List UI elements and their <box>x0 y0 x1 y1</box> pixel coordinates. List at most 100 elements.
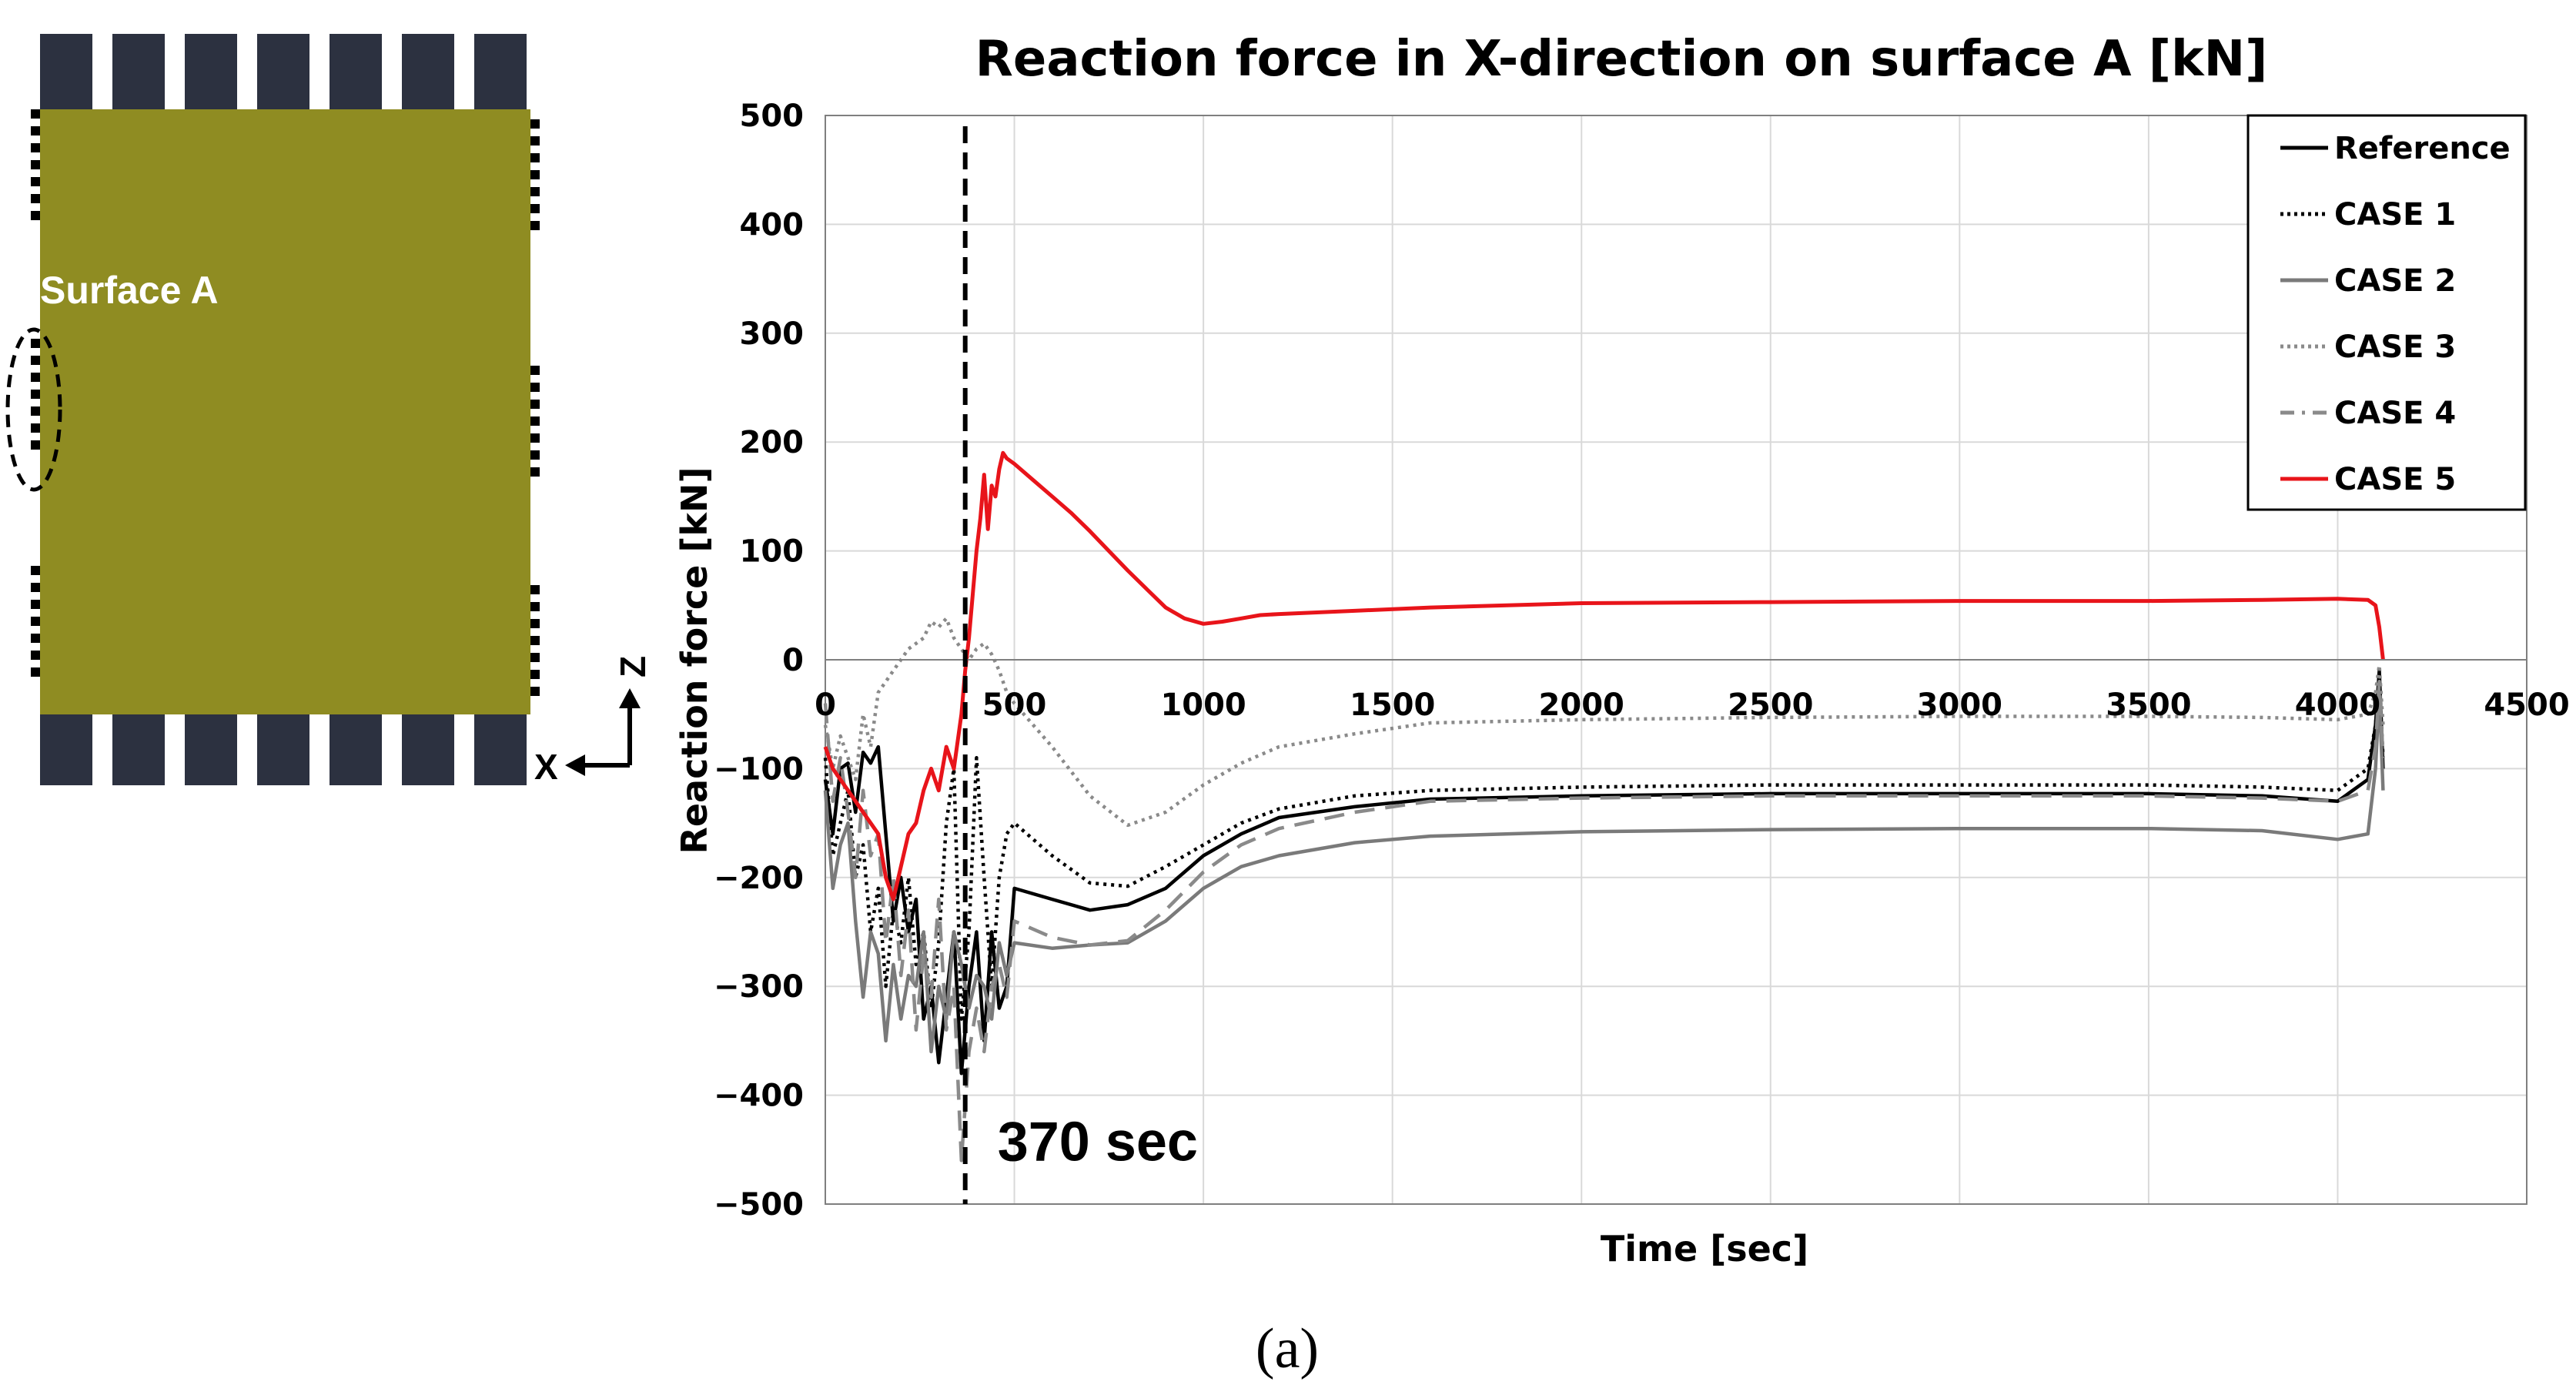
panel-stripe <box>463 109 468 714</box>
boundary-mark <box>530 670 540 679</box>
panel-stripe <box>525 109 530 714</box>
boundary-mark <box>530 221 540 230</box>
boundary-mark <box>31 356 40 365</box>
panel-stripe <box>502 109 507 714</box>
marker-annotation: 370 sec <box>998 1111 1198 1173</box>
y-tick-label: 0 <box>782 643 804 678</box>
boundary-mark <box>530 400 540 409</box>
y-tick-label: 100 <box>740 534 805 570</box>
cylinder-top <box>474 34 527 119</box>
reaction-force-chart: Reaction force in X-direction on surface… <box>674 31 2570 1270</box>
structure-diagram: Surface A Z X <box>5 34 653 787</box>
panel-stripe <box>202 109 206 714</box>
panel-stripe <box>86 109 91 714</box>
surface-a-ellipse <box>5 327 62 492</box>
panel-stripe <box>394 109 399 714</box>
panel-stripe <box>479 109 483 714</box>
y-tick-label: −300 <box>714 969 804 1005</box>
panel-stripe <box>448 109 453 714</box>
panel-stripe <box>209 109 214 714</box>
boundary-marks-right <box>530 119 540 696</box>
series-line-case-2 <box>823 691 2385 1054</box>
boundary-mark <box>31 600 40 609</box>
cylinder-top <box>112 34 165 119</box>
boundary-mark <box>31 390 40 399</box>
boundary-mark <box>31 194 40 203</box>
panel-stripe <box>156 109 160 714</box>
cylinder-bottom <box>257 708 309 785</box>
panel-stripe <box>79 109 83 714</box>
panel-stripe <box>179 109 183 714</box>
legend-label: CASE 1 <box>2334 197 2456 232</box>
panel-stripe <box>94 109 99 714</box>
boundary-mark <box>530 619 540 628</box>
series-line-case-4 <box>823 680 2385 1162</box>
series-layer <box>823 450 2385 1162</box>
panel-stripe <box>109 109 114 714</box>
boundary-mark <box>31 406 40 416</box>
boundary-mark <box>530 136 540 146</box>
boundary-mark <box>530 416 540 426</box>
boundary-mark <box>530 636 540 645</box>
legend-label: CASE 4 <box>2334 396 2456 431</box>
boundary-mark <box>31 177 40 186</box>
panel-stripe <box>117 109 122 714</box>
boundary-mark <box>530 204 540 213</box>
legend-label: CASE 2 <box>2334 263 2456 299</box>
x-arrow-icon <box>565 754 585 776</box>
x-tick-label: 1000 <box>1160 687 1246 723</box>
panel-stripe <box>340 109 345 714</box>
y-tick-label: −500 <box>714 1187 804 1223</box>
cylinder-bottom <box>112 708 165 785</box>
panel-stripe <box>125 109 129 714</box>
y-tick-label: −400 <box>714 1079 804 1114</box>
panel-stripes <box>40 109 530 714</box>
cylinder-bottom <box>40 708 92 785</box>
panel-stripe <box>402 109 406 714</box>
panel-stripe <box>471 109 476 714</box>
panel-stripe <box>240 109 245 714</box>
cylinder-top <box>185 34 237 119</box>
boundary-mark <box>31 211 40 220</box>
series-line-reference <box>823 668 2385 1076</box>
cylinder-top <box>257 34 309 119</box>
panel-stripe <box>386 109 391 714</box>
cylinder-top <box>330 34 382 119</box>
panel-stripe <box>194 109 199 714</box>
figure-caption: (a) <box>1256 1317 1319 1380</box>
panel-stripe <box>233 109 237 714</box>
boundary-mark <box>530 383 540 392</box>
panel-stripe <box>433 109 437 714</box>
panel-stripe <box>263 109 268 714</box>
bottom-cylinders <box>40 708 527 785</box>
panel-stripe <box>225 109 229 714</box>
y-axis-label: Reaction force [kN] <box>674 467 715 855</box>
boundary-mark <box>530 450 540 460</box>
panel-stripe <box>417 109 422 714</box>
panel-stripe <box>217 109 222 714</box>
boundary-mark <box>31 617 40 626</box>
cylinder-bottom <box>330 708 382 785</box>
axis-z-label: Z <box>613 656 653 677</box>
boundary-mark <box>31 126 40 135</box>
boundary-mark <box>530 433 540 443</box>
y-tick-labels: 500 400 300 200 100 0 −100 −200 −300 −400 −500 <box>714 99 804 1223</box>
panel-stripe <box>487 109 491 714</box>
y-tick-label: 300 <box>740 316 805 352</box>
panel-stripe <box>302 109 306 714</box>
x-tick-label: 1500 <box>1350 687 1435 723</box>
series-line-case-3 <box>823 617 2385 828</box>
panel-stripe <box>379 109 383 714</box>
x-tick-labels: 0 500 1000 1500 2000 2500 3000 3500 4000 4500 <box>815 687 2570 723</box>
boundary-mark <box>31 667 40 677</box>
boundary-mark <box>530 585 540 594</box>
boundary-mark <box>530 653 540 662</box>
panel-stripe <box>186 109 191 714</box>
panel-stripe <box>517 109 522 714</box>
x-tick-label: 2000 <box>1539 687 1624 723</box>
cylinder-bottom <box>402 708 454 785</box>
boundary-mark <box>31 373 40 382</box>
panel-stripe <box>294 109 299 714</box>
panel-stripe <box>425 109 430 714</box>
